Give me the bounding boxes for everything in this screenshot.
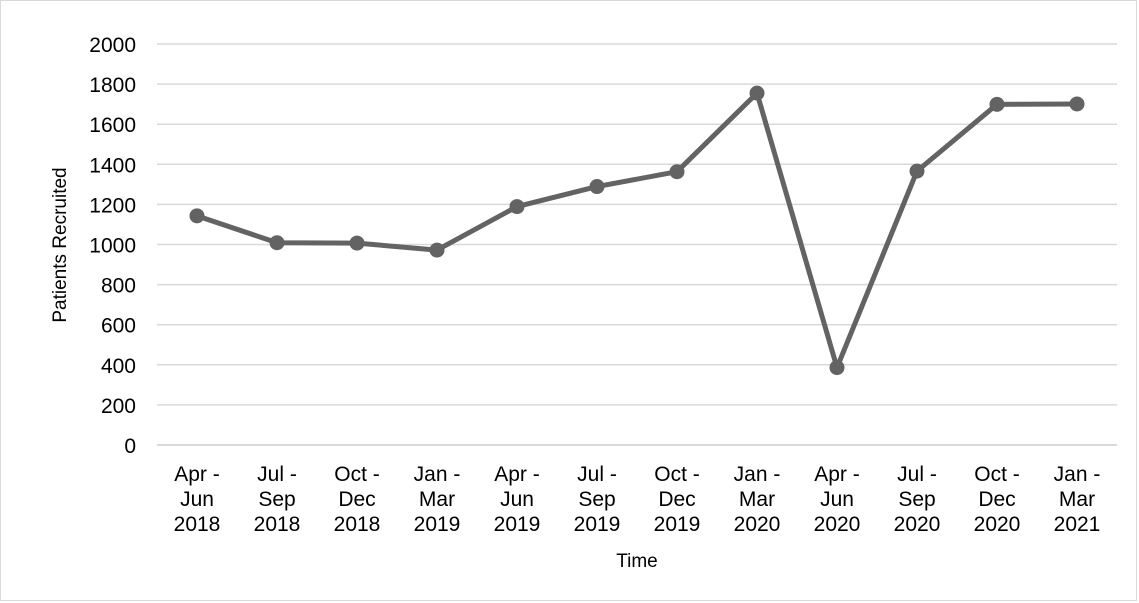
- x-tick-label: Jul -Sep 2020: [894, 463, 941, 536]
- x-tick-label-line: Apr -: [494, 463, 540, 486]
- x-tick-label-line: Jan -: [734, 463, 781, 486]
- gridlines: [157, 43, 1117, 446]
- x-tick-label-line: Apr -: [814, 463, 860, 486]
- x-tick-label-line: 2020: [734, 513, 781, 536]
- y-tick-label: 2000: [89, 34, 136, 57]
- x-tick-label-line: Jul -: [897, 463, 937, 486]
- x-tick-label-line: Oct -: [654, 463, 700, 486]
- x-tick-label-line: Jul -: [577, 463, 617, 486]
- x-tick-label-line: 2020: [894, 513, 941, 536]
- x-tick-label-line: Dec: [338, 488, 375, 511]
- data-point: [989, 96, 1005, 112]
- y-axis-ticks: 0 200 400 600 800 1000 1200 1400 1600 1800 2000: [89, 34, 136, 458]
- data-point: [749, 85, 765, 101]
- y-tick-label: 400: [101, 355, 136, 378]
- x-tick-label-line: Dec: [658, 488, 695, 511]
- x-tick-label: Apr -Jun 2018: [174, 463, 221, 536]
- data-point: [269, 235, 285, 251]
- y-tick-label: 1600: [89, 114, 136, 137]
- x-tick-label: Jan -Mar 2020: [734, 463, 781, 536]
- x-tick-label: Jul -Sep 2018: [254, 463, 301, 536]
- x-tick-label-line: 2019: [494, 513, 541, 536]
- x-tick-label-line: Apr -: [174, 463, 220, 486]
- data-point: [909, 163, 925, 179]
- x-tick-label: Oct -Dec 2018: [334, 463, 381, 536]
- x-tick-label-line: Oct -: [334, 463, 380, 486]
- x-tick-label-line: Sep: [258, 488, 295, 511]
- x-tick-label-line: Jan -: [414, 463, 461, 486]
- data-point: [509, 199, 525, 215]
- y-axis-title: Patients Recruited: [50, 167, 71, 322]
- x-axis-title: Time: [616, 551, 658, 572]
- x-tick-label-line: Mar: [1059, 488, 1095, 511]
- x-tick-label-line: Jul -: [257, 463, 297, 486]
- x-tick-label-line: 2018: [174, 513, 221, 536]
- y-tick-label: 600: [101, 315, 136, 338]
- series-group: [189, 85, 1085, 376]
- x-tick-label-line: 2020: [814, 513, 861, 536]
- data-point: [429, 242, 445, 258]
- x-tick-label-line: 2021: [1054, 513, 1101, 536]
- x-tick-label-line: Mar: [739, 488, 775, 511]
- x-tick-label: Oct -Dec 2020: [974, 463, 1021, 536]
- x-tick-label: Jul -Sep 2019: [574, 463, 621, 536]
- x-tick-label-line: 2019: [654, 513, 701, 536]
- x-tick-label-line: 2018: [334, 513, 381, 536]
- series-line: [196, 90, 1078, 371]
- x-tick-label: Jan -Mar 2019: [414, 463, 461, 536]
- x-tick-label-line: 2019: [414, 513, 461, 536]
- x-tick-label: Oct -Dec 2019: [654, 463, 701, 536]
- x-tick-label: Jan -Mar 2021: [1054, 463, 1101, 536]
- y-tick-label: 800: [101, 275, 136, 298]
- data-point: [669, 164, 685, 180]
- x-tick-label-line: Jun: [500, 488, 534, 511]
- x-tick-label-line: 2018: [254, 513, 301, 536]
- x-tick-label-line: 2019: [574, 513, 621, 536]
- x-tick-label: Apr -Jun 2019: [494, 463, 541, 536]
- x-tick-label-line: Sep: [578, 488, 615, 511]
- x-tick-label-line: Oct -: [974, 463, 1020, 486]
- y-tick-label: 0: [124, 435, 136, 458]
- x-tick-label-line: Sep: [898, 488, 935, 511]
- y-tick-label: 200: [101, 395, 136, 418]
- x-tick-label-line: Jan -: [1054, 463, 1101, 486]
- x-tick-label-line: Dec: [978, 488, 1015, 511]
- data-point: [1069, 96, 1085, 112]
- data-point: [349, 235, 365, 251]
- x-tick-label-line: Mar: [419, 488, 455, 511]
- x-tick-label: Apr -Jun 2020: [814, 463, 861, 536]
- data-point: [189, 208, 205, 224]
- y-tick-label: 1400: [89, 154, 136, 177]
- data-point: [589, 179, 605, 195]
- data-point: [829, 360, 845, 376]
- y-tick-label: 1200: [89, 194, 136, 217]
- y-tick-label: 1000: [89, 235, 136, 258]
- x-tick-label-line: 2020: [974, 513, 1021, 536]
- x-tick-label-line: Jun: [820, 488, 854, 511]
- x-tick-label-line: Jun: [180, 488, 214, 511]
- y-tick-label: 1800: [89, 74, 136, 97]
